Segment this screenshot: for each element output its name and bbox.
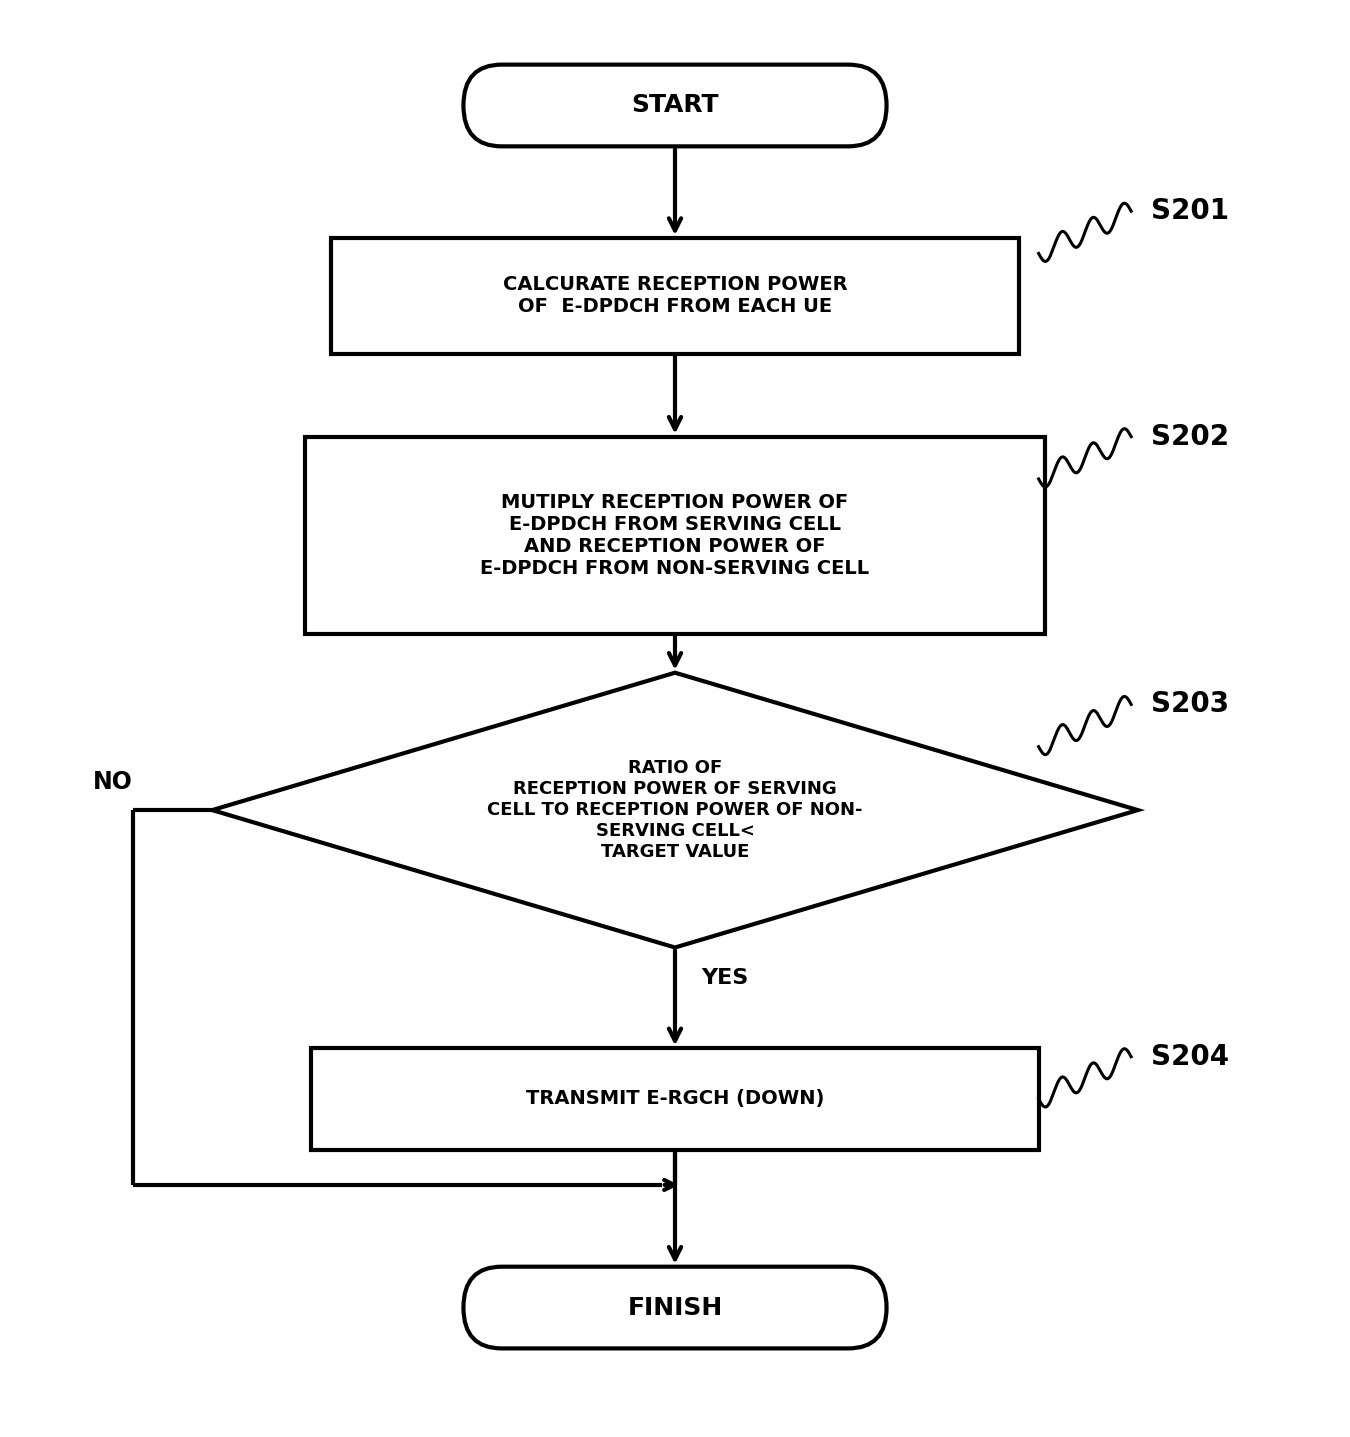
Text: NO: NO (93, 770, 134, 793)
Text: FINISH: FINISH (628, 1296, 722, 1319)
FancyBboxPatch shape (463, 65, 887, 147)
Text: S204: S204 (1152, 1043, 1228, 1071)
Bar (305, 437, 1045, 634)
Text: S202: S202 (1152, 422, 1228, 451)
Text: MUTIPLY RECEPTION POWER OF
E-DPDCH FROM SERVING CELL
AND RECEPTION POWER OF
E-DP: MUTIPLY RECEPTION POWER OF E-DPDCH FROM … (481, 493, 869, 578)
Bar (331, 239, 1019, 354)
Text: YES: YES (702, 967, 749, 987)
Polygon shape (212, 673, 1138, 947)
Text: RATIO OF
RECEPTION POWER OF SERVING
CELL TO RECEPTION POWER OF NON-
SERVING CELL: RATIO OF RECEPTION POWER OF SERVING CELL… (487, 760, 863, 861)
Bar (312, 1048, 1038, 1150)
FancyBboxPatch shape (463, 1266, 887, 1348)
Text: S203: S203 (1152, 690, 1228, 718)
Text: START: START (632, 93, 718, 118)
Text: TRANSMIT E-RGCH (DOWN): TRANSMIT E-RGCH (DOWN) (525, 1089, 825, 1108)
Text: CALCURATE RECEPTION POWER
OF  E-DPDCH FROM EACH UE: CALCURATE RECEPTION POWER OF E-DPDCH FRO… (502, 276, 848, 316)
Text: S201: S201 (1152, 197, 1228, 226)
